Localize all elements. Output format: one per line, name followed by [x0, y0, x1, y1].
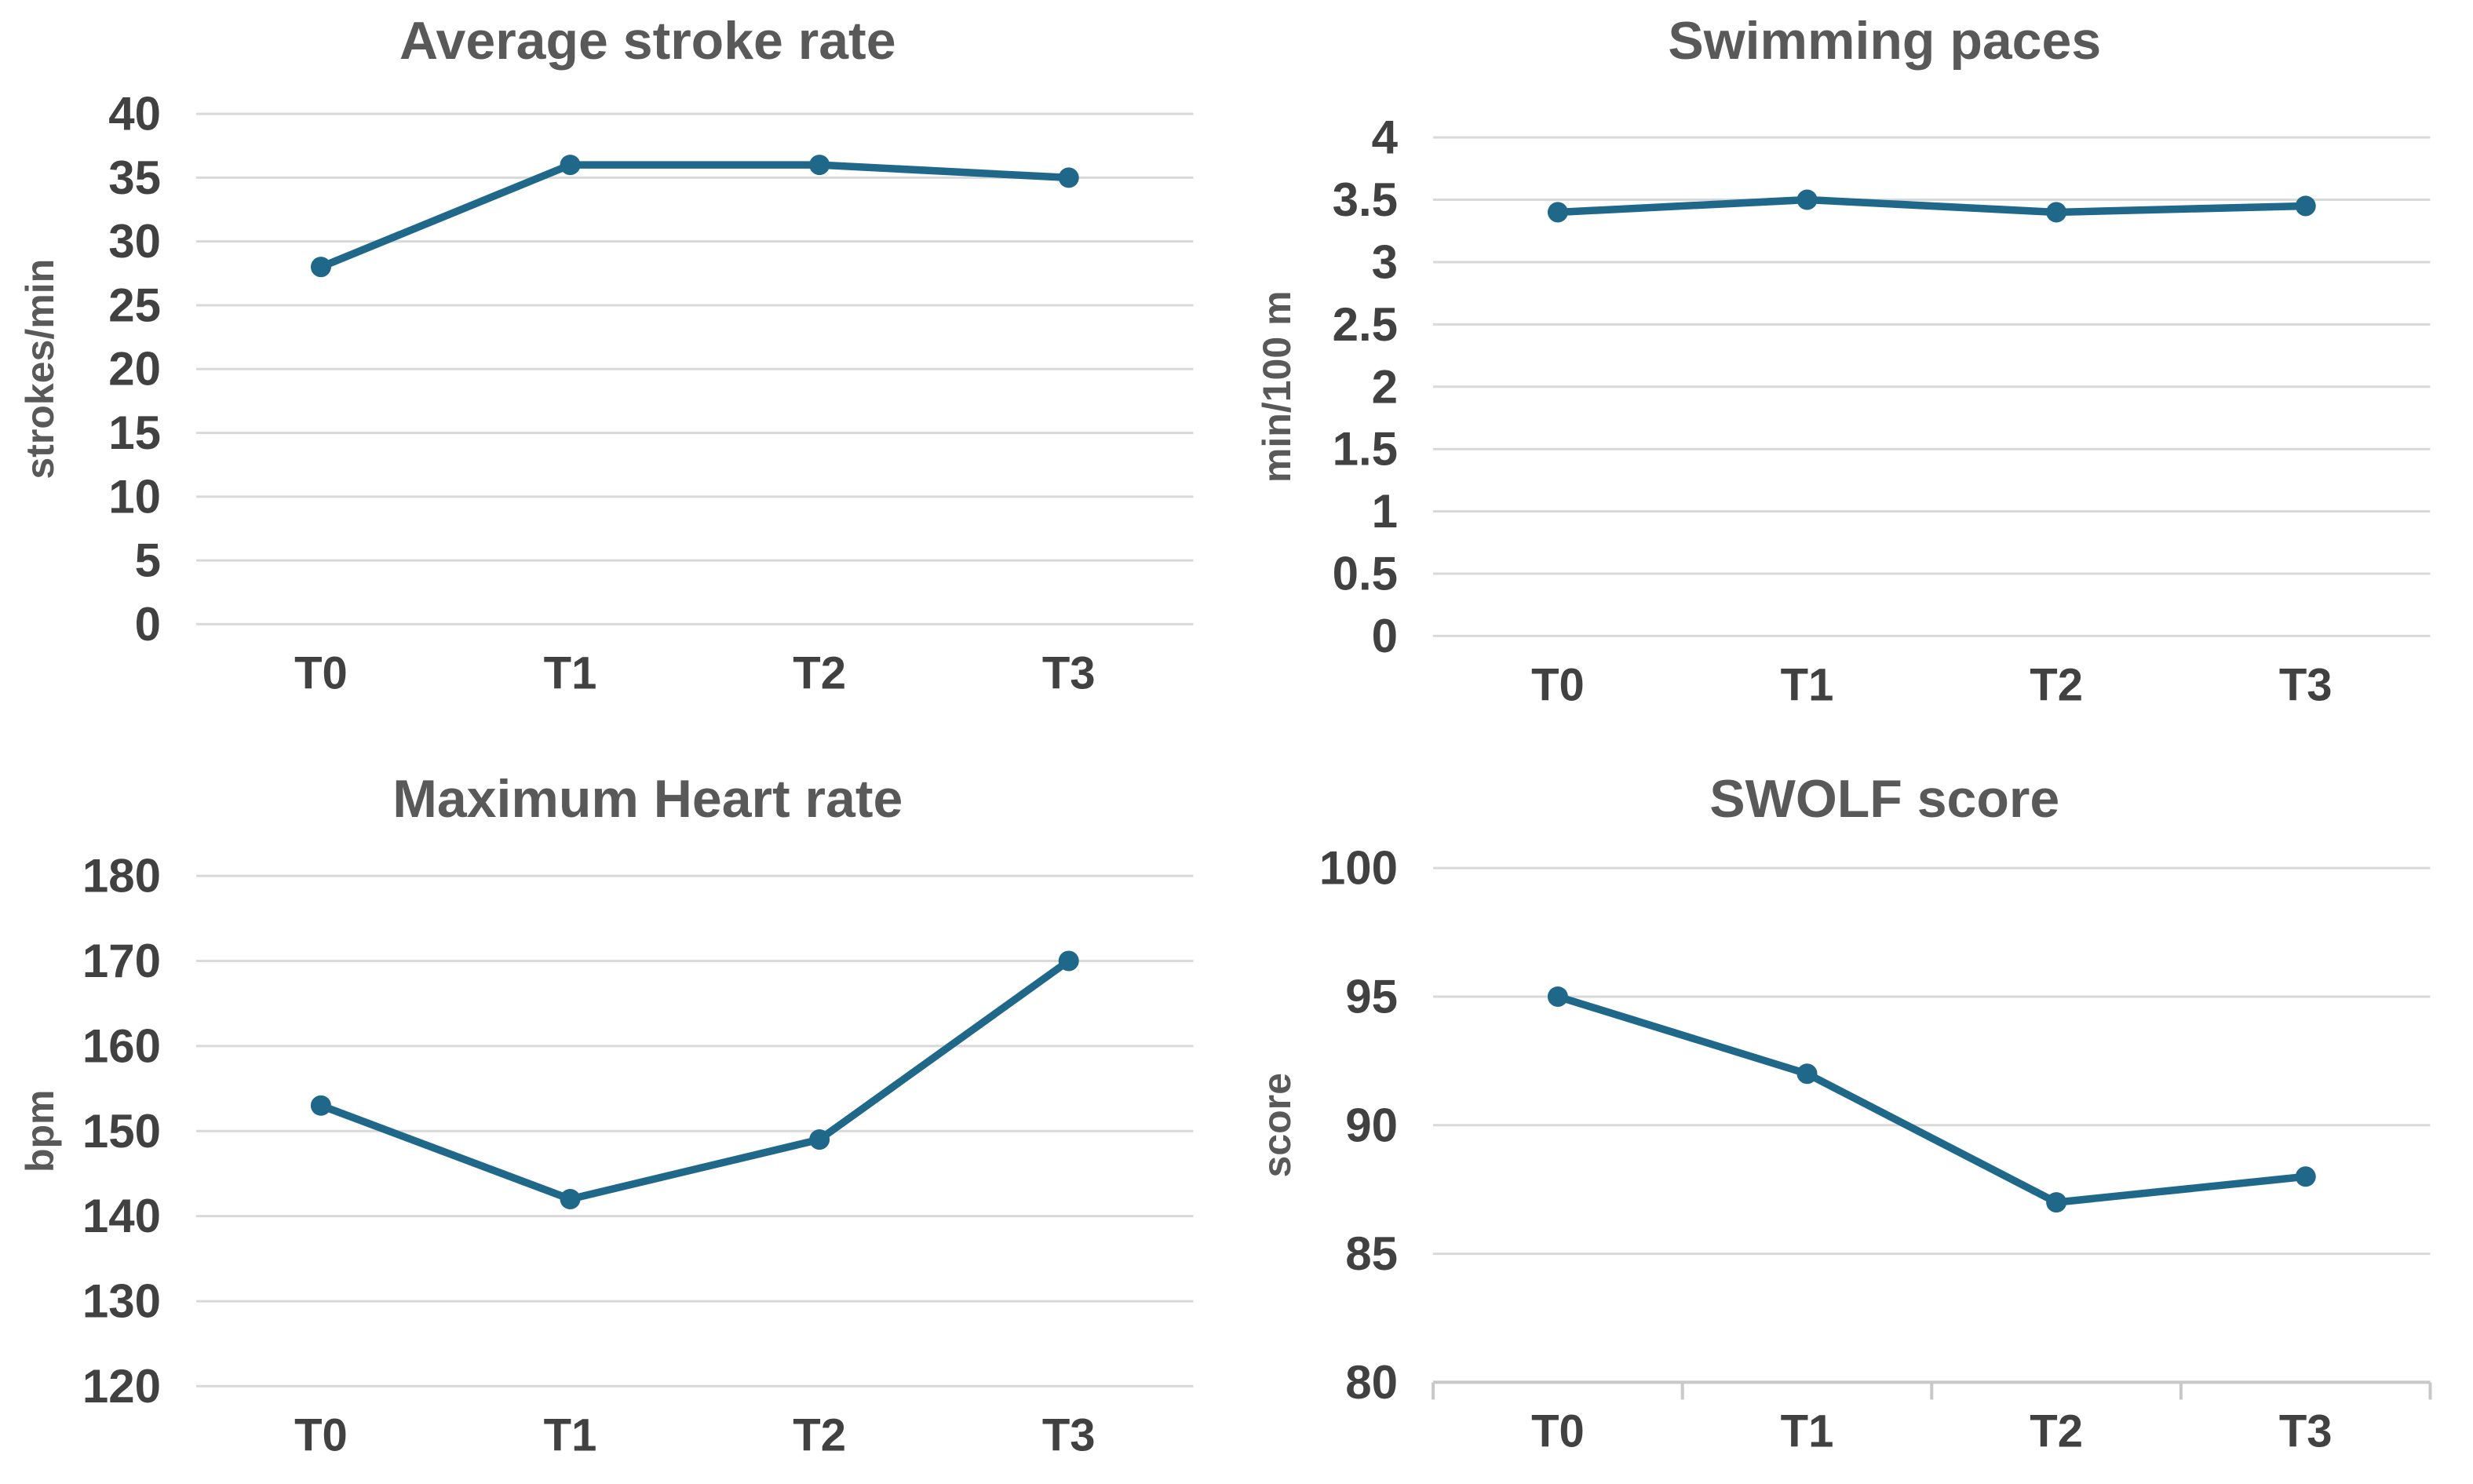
y-tick-label: 100	[1319, 841, 1397, 894]
x-tick-label: T0	[294, 647, 348, 698]
y-tick-label: 20	[108, 343, 161, 396]
average-stroke-rate-line-chart: 0 5 10 15 20 25 30 35 40 T0 T1 T2 T3 Average stroke r…	[18, 11, 1194, 698]
data-point	[2295, 1165, 2316, 1187]
y-axis-label: min/100 m	[1255, 290, 1299, 483]
chart-title: SWOLF score	[1709, 769, 2059, 829]
y-tick-label: 0.5	[1332, 547, 1397, 600]
y-tick-label: 5	[135, 534, 161, 587]
swolf-score-line-chart: 80 85 90 95 100 T0 T1 T2 T3 SWOLF score score	[1255, 769, 2431, 1457]
y-tick-label: 180	[82, 849, 161, 902]
data-line	[317, 957, 1073, 1203]
y-tick-label: 3	[1371, 235, 1397, 288]
y-tick-label: 90	[1345, 1099, 1398, 1151]
y-tick-label: 80	[1345, 1355, 1398, 1408]
x-tick-label: T2	[2030, 1406, 2083, 1457]
y-tick-label: 35	[108, 151, 161, 204]
chart-maximum-heart-rate: 120 130 140 150 160 170 180 T0 T1 T2 T3 Maximum Hea…	[0, 742, 1237, 1484]
y-tick-label: 15	[108, 407, 161, 459]
maximum-heart-rate-line-chart: 120 130 140 150 160 170 180 T0 T1 T2 T3 Maximum Hea…	[18, 769, 1194, 1460]
y-tick-label: 85	[1345, 1227, 1398, 1280]
y-tick-label: 170	[82, 934, 161, 986]
y-axis-label: strokes/min	[18, 259, 62, 479]
chart-swimming-paces: 0 0.5 1 1.5 2 2.5 3 3.5 4 T0 T1 T2 T3 Swimming paces m…	[1237, 0, 2473, 742]
chart-average-stroke-rate: 0 5 10 15 20 25 30 35 40 T0 T1 T2 T3 Average stroke r…	[0, 0, 1237, 742]
y-tick-label: 25	[108, 279, 161, 332]
chart-title: Maximum Heart rate	[392, 769, 903, 829]
y-tick-label: 130	[82, 1274, 161, 1327]
data-point	[2295, 195, 2316, 217]
y-tick-label: 3.5	[1332, 173, 1397, 226]
data-point	[560, 155, 581, 176]
y-tick-label: 4	[1371, 111, 1398, 164]
y-tick-label: 150	[82, 1104, 161, 1157]
x-tick-label: T3	[1042, 647, 1096, 698]
y-axis-label: score	[1255, 1073, 1299, 1177]
x-tick-label: T2	[2030, 659, 2083, 710]
data-point	[310, 257, 331, 278]
data-point	[809, 1128, 830, 1150]
data-point	[2045, 1191, 2066, 1212]
data-point	[560, 1188, 581, 1209]
swimming-paces-line-chart: 0 0.5 1 1.5 2 2.5 3 3.5 4 T0 T1 T2 T3 Swimming paces m…	[1255, 11, 2430, 710]
data-point	[1796, 1063, 1818, 1084]
chart-title: Swimming paces	[1668, 11, 2101, 71]
x-tick-label: T3	[2278, 659, 2332, 710]
data-point	[1547, 202, 1568, 223]
x-tick-label: T3	[2278, 1406, 2332, 1457]
y-tick-label: 0	[1371, 610, 1397, 662]
y-axis-label: bpm	[18, 1089, 62, 1172]
y-tick-label: 0	[135, 598, 161, 651]
y-tick-label: 2	[1371, 360, 1397, 413]
y-tick-label: 1	[1371, 485, 1397, 538]
y-tick-label: 95	[1345, 970, 1398, 1023]
y-tick-label: 1.5	[1332, 423, 1397, 476]
data-point	[1058, 950, 1079, 971]
data-point	[2045, 202, 2066, 223]
x-tick-label: T3	[1042, 1409, 1096, 1460]
x-tick-label: T1	[544, 1409, 597, 1460]
data-point	[1796, 189, 1818, 210]
x-tick-label: T0	[1531, 1406, 1585, 1457]
y-tick-label: 120	[82, 1359, 161, 1412]
x-tick-label: T2	[793, 647, 846, 698]
x-tick-label: T1	[1780, 1406, 1833, 1457]
y-tick-label: 160	[82, 1019, 161, 1072]
chart-swolf-score: 80 85 90 95 100 T0 T1 T2 T3 SWOLF score score	[1237, 742, 2473, 1484]
y-tick-label: 40	[108, 88, 161, 140]
y-tick-label: 30	[108, 215, 161, 268]
y-tick-label: 140	[82, 1190, 161, 1242]
data-point	[310, 1095, 331, 1116]
x-tick-label: T0	[1531, 659, 1585, 710]
x-tick-label: T2	[793, 1409, 846, 1460]
data-point	[1058, 167, 1079, 188]
data-line	[1553, 992, 2309, 1206]
x-tick-label: T0	[294, 1409, 348, 1460]
chart-title: Average stroke rate	[399, 11, 896, 71]
x-tick-label: T1	[544, 647, 597, 698]
data-point	[1547, 986, 1568, 1007]
data-point	[809, 155, 830, 176]
y-tick-label: 10	[108, 470, 161, 523]
x-tick-label: T1	[1780, 659, 1833, 710]
data-line	[317, 161, 1073, 271]
y-tick-label: 2.5	[1332, 298, 1397, 351]
data-line	[1553, 195, 2309, 217]
